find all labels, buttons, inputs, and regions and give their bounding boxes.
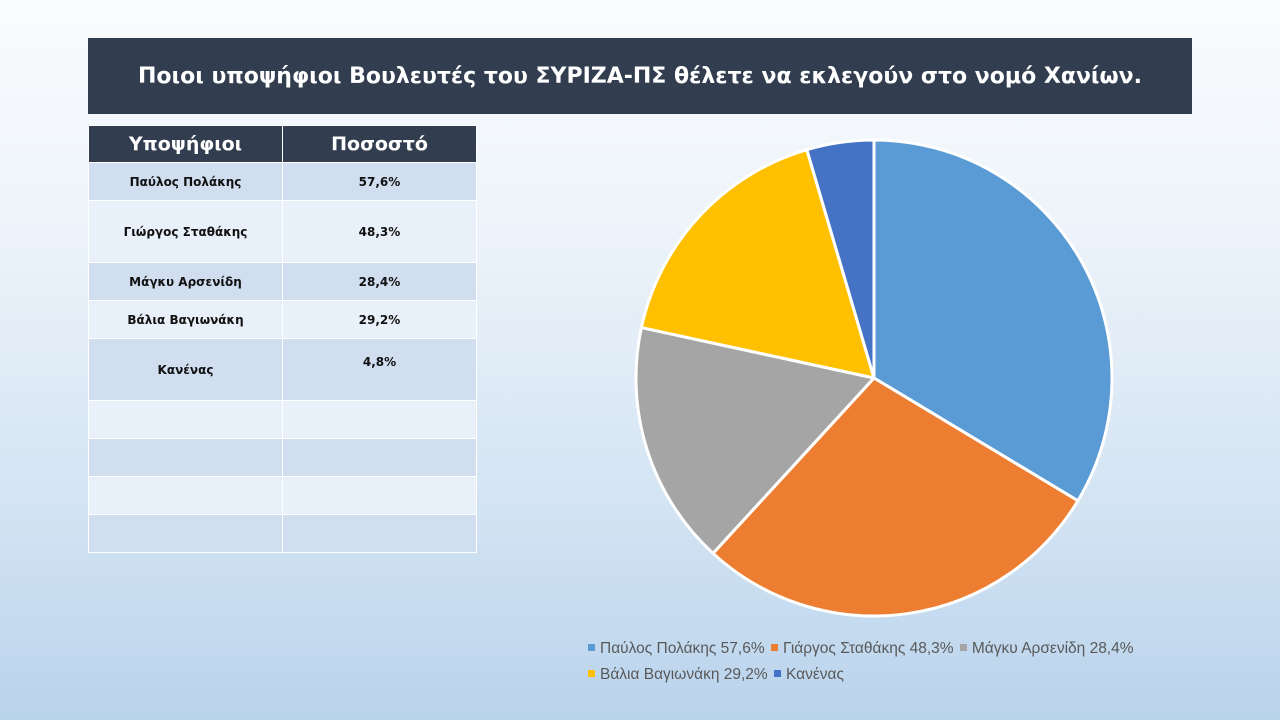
pie-slice-kanenas — [805, 138, 876, 380]
legend-label: Παύλος Πολάκης 57,6% — [600, 640, 765, 657]
candidate-percentage — [282, 400, 477, 439]
candidate-name: Μάγκυ Αρσενίδη — [88, 262, 283, 301]
table-row: Κανένας 4,8% — [88, 338, 477, 401]
table-row — [88, 476, 477, 515]
candidate-name: Βάλια Βαγιωνάκη — [88, 300, 283, 339]
candidate-name: Παύλος Πολάκης — [88, 162, 283, 201]
legend-row: Βάλια Βαγιωνάκη 29,2% Κανένας — [588, 662, 1188, 688]
page-title: Ποιοι υποψήφιοι Βουλευτές του ΣΥΡΙΖΑ-ΠΣ … — [88, 38, 1192, 114]
table-row: Βάλια Βαγιωνάκη 29,2% — [88, 300, 477, 339]
legend-label: Γιάργος Σταθάκης 48,3% — [782, 640, 954, 657]
candidate-percentage — [282, 514, 477, 553]
column-header-percentage: Ποσοστό — [282, 125, 477, 163]
legend-item: Γιάργος Σταθάκης 48,3% — [770, 636, 954, 662]
candidate-percentage: 48,3% — [282, 200, 477, 263]
legend-item: Παύλος Πολάκης 57,6% — [588, 636, 765, 662]
candidate-name: Κανένας — [88, 338, 283, 401]
legend-swatch — [774, 670, 782, 677]
legend-label: Μάγκυ Αρσενίδη 28,4% — [971, 640, 1134, 657]
candidate-percentage: 28,4% — [282, 262, 477, 301]
candidate-name — [88, 476, 283, 515]
candidate-name — [88, 514, 283, 553]
candidate-name: Γιώργος Σταθάκης — [88, 200, 283, 263]
table-row — [88, 400, 477, 439]
pie-chart — [634, 138, 1114, 618]
legend-item: Μάγκυ Αρσενίδη 28,4% — [959, 636, 1134, 662]
column-header-candidates: Υποψήφιοι — [88, 125, 283, 163]
legend-swatch — [959, 644, 967, 651]
table-header-row: Υποψήφιοι Ποσοστό — [88, 125, 477, 163]
pie-slice-magky-arsenidi — [634, 326, 876, 555]
candidate-percentage — [282, 438, 477, 477]
legend-item: Βάλια Βαγιωνάκη 29,2% — [588, 662, 768, 688]
legend-swatch — [588, 644, 595, 651]
candidate-name — [88, 438, 283, 477]
legend-label: Βάλια Βαγιωνάκη 29,2% — [600, 666, 768, 683]
candidate-percentage: 4,8% — [282, 338, 477, 401]
legend-item: Κανένας — [774, 662, 844, 688]
legend-row: Παύλος Πολάκης 57,6% Γιάργος Σταθάκης 48… — [588, 636, 1188, 662]
table-row: Γιώργος Σταθάκης 48,3% — [88, 200, 477, 263]
candidate-percentage — [282, 476, 477, 515]
legend-label: Κανένας — [786, 666, 844, 683]
table-row: Παύλος Πολάκης 57,6% — [88, 162, 477, 201]
candidate-name — [88, 400, 283, 439]
pie-slice-valia-vagionaki — [639, 148, 876, 380]
legend-swatch — [588, 670, 595, 677]
legend-swatch — [770, 644, 778, 651]
table-row — [88, 514, 477, 553]
candidate-percentage: 29,2% — [282, 300, 477, 339]
table-row — [88, 438, 477, 477]
chart-legend: Παύλος Πολάκης 57,6% Γιάργος Σταθάκης 48… — [588, 636, 1188, 688]
table-row: Μάγκυ Αρσενίδη 28,4% — [88, 262, 477, 301]
pie-slice-pavlos-polakis — [872, 138, 1114, 503]
candidate-percentage: 57,6% — [282, 162, 477, 201]
candidates-table: Υποψήφιοι Ποσοστό Παύλος Πολάκης 57,6% Γ… — [88, 125, 477, 553]
pie-slice-giorgos-stathakis — [711, 376, 1080, 618]
